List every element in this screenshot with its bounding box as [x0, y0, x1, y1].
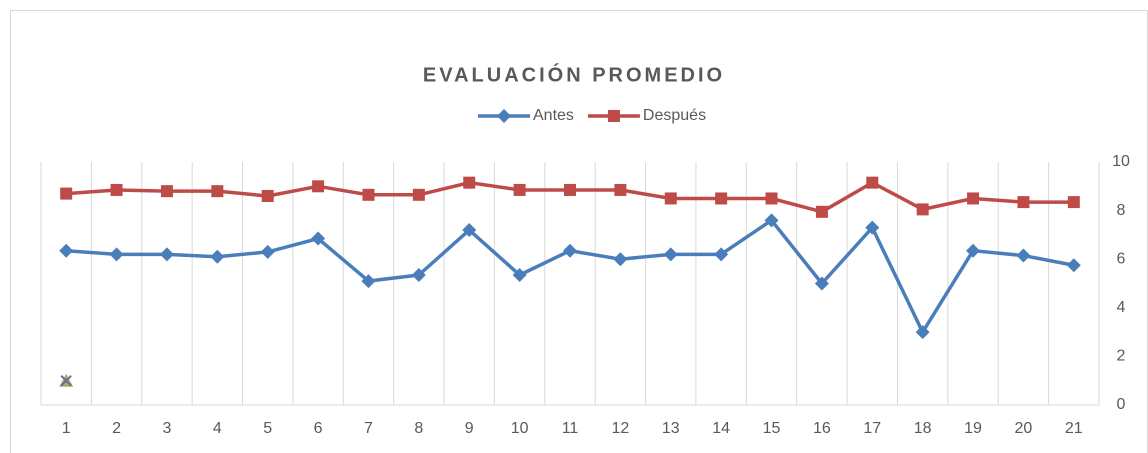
marker: [1017, 196, 1030, 209]
marker: [915, 325, 930, 340]
x-tick-label: 17: [863, 420, 881, 437]
marker: [411, 267, 426, 282]
marker: [462, 223, 477, 238]
marker: [614, 183, 627, 196]
marker: [563, 243, 577, 258]
y-tick-label: 10: [1112, 153, 1130, 170]
x-tick-label: 9: [465, 420, 474, 437]
y-tick-label: 2: [1117, 348, 1126, 365]
x-tick-label: 5: [263, 420, 272, 437]
y-tick-label: 6: [1117, 250, 1126, 267]
marker: [613, 252, 628, 267]
marker: [513, 183, 526, 196]
x-tick-label: 11: [562, 420, 579, 437]
y-tick-label: 4: [1117, 299, 1126, 316]
marker: [1066, 258, 1081, 273]
x-tick-label: 10: [511, 420, 529, 437]
marker: [210, 249, 225, 264]
marker: [715, 192, 728, 205]
marker: [564, 183, 576, 196]
x-tick-label: 4: [213, 420, 222, 437]
x-tick-label: 2: [112, 420, 121, 437]
y-tick-label: 0: [1117, 396, 1126, 413]
marker: [967, 192, 980, 205]
marker: [361, 274, 376, 289]
x-tick-label: 12: [611, 420, 629, 437]
marker: [865, 220, 880, 235]
marker: [607, 110, 620, 122]
x-tick-label: 8: [414, 420, 423, 437]
marker: [1067, 196, 1080, 209]
marker: [1016, 248, 1031, 263]
legend-label: Antes: [533, 107, 574, 124]
x-tick-label: 6: [314, 420, 323, 437]
marker: [866, 176, 879, 189]
marker: [966, 243, 981, 258]
marker: [160, 185, 173, 198]
x-tick-label: 14: [712, 420, 730, 437]
chart-frame: [10, 10, 1148, 453]
marker: [815, 205, 828, 218]
marker: [664, 192, 677, 205]
marker: [412, 188, 425, 201]
marker: [663, 247, 678, 262]
x-tick-label: 1: [62, 420, 71, 437]
marker: [311, 231, 326, 246]
x-tick-label: 21: [1065, 420, 1083, 437]
marker: [60, 374, 72, 387]
x-tick-label: 7: [364, 420, 373, 437]
x-tick-label: 18: [914, 420, 932, 437]
marker: [714, 247, 729, 262]
marker: [260, 244, 275, 259]
marker: [159, 247, 174, 262]
legend-label: Después: [643, 107, 706, 124]
marker: [261, 190, 274, 203]
y-tick-label: 8: [1117, 202, 1126, 219]
x-tick-label: 20: [1015, 420, 1033, 437]
x-tick-label: 15: [763, 420, 781, 437]
marker: [59, 243, 74, 258]
marker: [764, 213, 779, 228]
x-tick-label: 16: [813, 420, 831, 437]
marker: [512, 267, 527, 282]
marker: [497, 109, 511, 123]
marker: [916, 203, 929, 216]
chart-title: EVALUACIÓN PROMEDIO: [423, 62, 725, 86]
x-tick-label: 19: [964, 420, 982, 437]
marker: [109, 247, 124, 262]
marker: [814, 276, 829, 291]
marker: [312, 180, 325, 193]
marker: [362, 188, 375, 201]
x-tick-label: 3: [162, 420, 171, 437]
x-tick-label: 13: [662, 420, 680, 437]
marker: [211, 185, 224, 198]
marker: [765, 192, 778, 205]
marker: [60, 187, 73, 200]
marker: [463, 176, 476, 189]
marker: [110, 183, 123, 196]
